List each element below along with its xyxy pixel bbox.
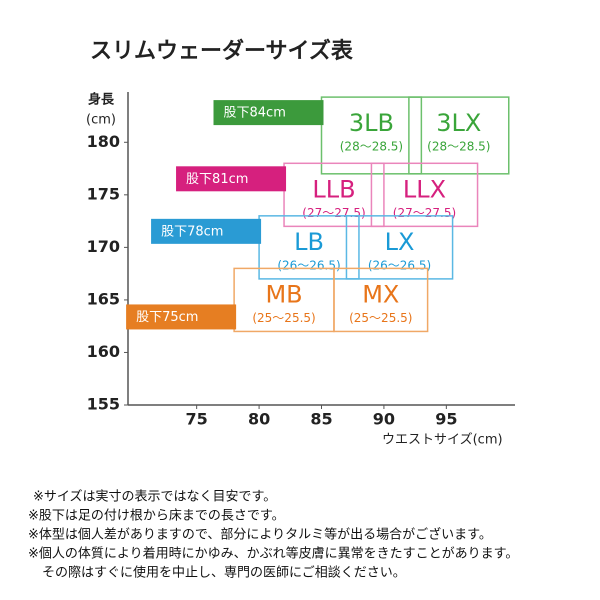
size-label: LLX [403, 175, 446, 203]
x-tick-label: 95 [435, 410, 457, 429]
size-label: LX [385, 228, 415, 256]
size-box [345, 215, 454, 280]
size-box [333, 267, 429, 333]
size-box [258, 215, 360, 280]
y-tick-label: 165 [87, 289, 120, 308]
note: ※サイズは実寸の表示ではなく目安です。 [33, 489, 276, 505]
size-range: (26～26.5) [277, 258, 340, 272]
note: ※個人の体質により着用時にかゆみ、かぶれ等皮膚に異常をきたすことがあります。 [28, 546, 518, 562]
size-label: MX [362, 280, 399, 308]
y-tick-label: 160 [87, 342, 120, 361]
note: ※体型は個人差がありますので、部分によりタルミ等が出る場合がございます。 [28, 527, 492, 543]
inseam-label: 股下78cm [161, 224, 223, 239]
size-range: (25～25.5) [349, 311, 412, 325]
size-label: LLB [312, 175, 355, 203]
size-label: MB [265, 280, 302, 308]
inseam-tag [176, 166, 287, 192]
inseam-tag [126, 304, 237, 330]
size-range: (27～27.5) [302, 206, 365, 220]
inseam-tag [213, 100, 324, 126]
size-range: (27～27.5) [393, 206, 456, 220]
y-tick-label: 180 [87, 132, 120, 151]
size-range: (28～28.5) [340, 140, 403, 154]
x-tick-label: 80 [248, 410, 270, 429]
size-label: LB [294, 228, 324, 256]
size-box [370, 162, 479, 228]
inseam-label: 股下81cm [186, 172, 248, 187]
x-tick-label: 75 [186, 410, 208, 429]
size-label: 3LX [436, 109, 481, 137]
y-tick-label: 155 [87, 395, 120, 414]
size-box [408, 96, 510, 175]
size-range: (28～28.5) [427, 140, 490, 154]
chart-title: スリムウェーダーサイズ表 [90, 38, 354, 64]
x-tick-label: 90 [373, 410, 395, 429]
size-range: (25～25.5) [252, 311, 315, 325]
size-box [283, 162, 385, 228]
size-range: (26～26.5) [368, 258, 431, 272]
y-tick-label: 170 [87, 237, 120, 256]
x-tick-label: 85 [310, 410, 332, 429]
y-tick-label: 175 [87, 184, 120, 203]
x-axis-label: ウエストサイズ(cm) [382, 432, 503, 448]
note: その際はすぐに使用を中止し、専門の医師にご相談ください。 [42, 565, 406, 581]
inseam-label: 股下75cm [136, 310, 198, 325]
inseam-tag [151, 218, 262, 244]
size-label: 3LB [349, 109, 394, 137]
inseam-label: 股下84cm [224, 106, 286, 121]
y-axis-label: 身長 [88, 92, 115, 108]
note: ※股下は足の付け根から床までの長さです。 [28, 509, 285, 524]
y-axis-label: (cm) [86, 113, 116, 128]
